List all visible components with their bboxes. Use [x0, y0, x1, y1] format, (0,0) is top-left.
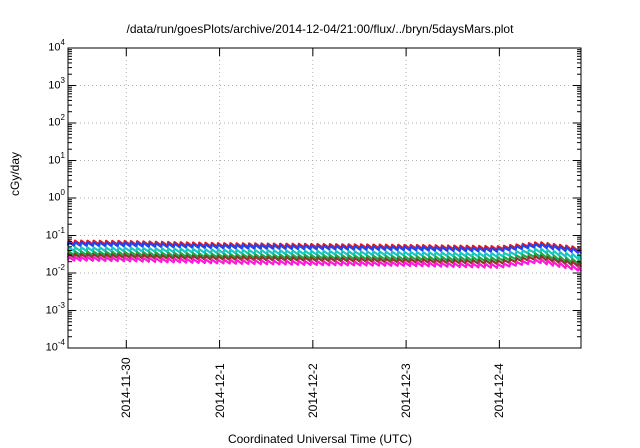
- y-tick-label: 10-2: [45, 263, 65, 279]
- x-tick-label: 2014-12-3: [399, 363, 414, 418]
- x-tick-label: 2014-11-30: [119, 357, 134, 419]
- series-lines: [66, 239, 582, 272]
- series-line: [66, 240, 582, 254]
- y-tick-label: 10-3: [45, 300, 65, 317]
- y-tick-label: 104: [48, 38, 65, 54]
- x-tick-label: 2014-12-1: [212, 363, 227, 418]
- y-tick-label: 10-1: [45, 225, 65, 242]
- series-line: [66, 255, 582, 272]
- y-tick-label: 101: [48, 150, 65, 167]
- y-tick-label: 10-4: [45, 338, 65, 354]
- y-tick-label: 102: [48, 113, 65, 129]
- series-line: [66, 246, 582, 260]
- x-tick-label: 2014-12-2: [305, 363, 320, 418]
- x-axis-label: Coordinated Universal Time (UTC): [227, 432, 413, 446]
- grid-lines: [68, 47, 581, 349]
- y-tick-label: 103: [48, 75, 65, 92]
- tick-marks: [68, 47, 581, 349]
- x-tick-label: 2014-12-4: [492, 363, 507, 418]
- y-tick-label: 100: [48, 188, 65, 204]
- y-axis-label: cGy/day: [8, 151, 22, 196]
- chart-title: /data/run/goesPlots/archive/2014-12-04/2…: [126, 22, 514, 36]
- series-line: [66, 252, 582, 268]
